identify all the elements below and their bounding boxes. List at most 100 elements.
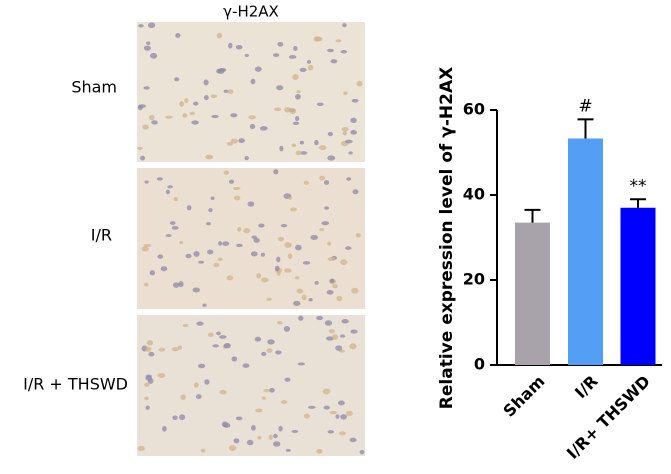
cell [200, 448, 206, 453]
cell [325, 336, 334, 341]
cell [172, 282, 180, 288]
cell [283, 326, 291, 332]
cell [258, 223, 265, 228]
cell [228, 42, 233, 49]
cell [335, 345, 343, 351]
cell [233, 438, 240, 444]
cell [327, 241, 332, 246]
cell [276, 256, 281, 263]
cell [235, 416, 243, 421]
cell [316, 102, 324, 106]
cell [292, 74, 299, 80]
cell [290, 207, 297, 212]
cell [143, 243, 152, 247]
error-bar [524, 208, 541, 223]
cell [335, 414, 340, 419]
y-tick-label: 60 [463, 100, 485, 119]
cell [244, 156, 249, 161]
cell [277, 320, 283, 325]
cell [230, 138, 238, 144]
y-tick-label: 40 [463, 185, 485, 204]
cell [344, 139, 353, 144]
cell [157, 254, 164, 259]
y-tick-label: 20 [463, 270, 485, 289]
cell [242, 363, 250, 368]
cell [233, 187, 241, 191]
cell [144, 282, 149, 287]
micrograph [137, 315, 365, 456]
cell [192, 287, 200, 293]
cell [156, 177, 163, 181]
cell [348, 151, 353, 155]
cell [216, 331, 221, 336]
cell [138, 104, 146, 108]
cell [319, 228, 325, 232]
cell [332, 284, 338, 289]
bar [515, 222, 550, 365]
cell [228, 445, 237, 451]
cell [193, 250, 200, 257]
cell [179, 101, 185, 107]
cell [208, 208, 213, 213]
cell [324, 320, 333, 326]
cell [261, 277, 269, 283]
cell [202, 303, 207, 307]
cell [167, 185, 173, 189]
row-label: I/R + THSWD [23, 375, 128, 394]
cell [235, 44, 243, 50]
cell [251, 235, 258, 239]
cell [340, 259, 348, 266]
cell [145, 374, 152, 378]
cell [301, 294, 307, 301]
cell [359, 449, 365, 455]
cell [178, 241, 184, 245]
cell [341, 127, 349, 132]
cell [293, 46, 298, 51]
micrograph [137, 168, 365, 309]
cell [288, 55, 297, 59]
cell [303, 180, 309, 185]
cell [273, 169, 279, 175]
cell [339, 431, 346, 436]
y-tick-label: 0 [474, 355, 485, 374]
cell [227, 89, 234, 94]
cell [140, 155, 145, 161]
cell [223, 170, 230, 175]
cell [326, 289, 334, 295]
cell [185, 253, 192, 259]
cell [254, 336, 262, 342]
cell [196, 321, 204, 326]
micrographs [137, 22, 365, 456]
cell [219, 389, 227, 395]
cell [295, 244, 302, 251]
cell [284, 242, 292, 248]
cell [151, 120, 158, 125]
cell [336, 295, 343, 302]
cell [165, 234, 172, 238]
cell [173, 197, 179, 202]
cell [289, 108, 297, 115]
cell [216, 68, 222, 74]
cell [208, 332, 214, 338]
cell [165, 115, 173, 119]
cell [272, 53, 280, 58]
cell [288, 196, 293, 200]
cell [340, 414, 347, 420]
cell [237, 227, 242, 232]
cell [206, 222, 211, 226]
x-tick-label: I/R [571, 372, 601, 402]
cell [295, 150, 302, 156]
cell [223, 89, 229, 93]
cell [149, 270, 156, 276]
cell [160, 266, 168, 272]
cell [226, 275, 234, 281]
cell [275, 350, 282, 355]
cell [349, 343, 357, 350]
cell [137, 445, 145, 451]
cell [314, 281, 319, 285]
cell [251, 425, 256, 431]
cell [144, 396, 149, 401]
cell [254, 66, 262, 72]
cell [285, 448, 291, 452]
